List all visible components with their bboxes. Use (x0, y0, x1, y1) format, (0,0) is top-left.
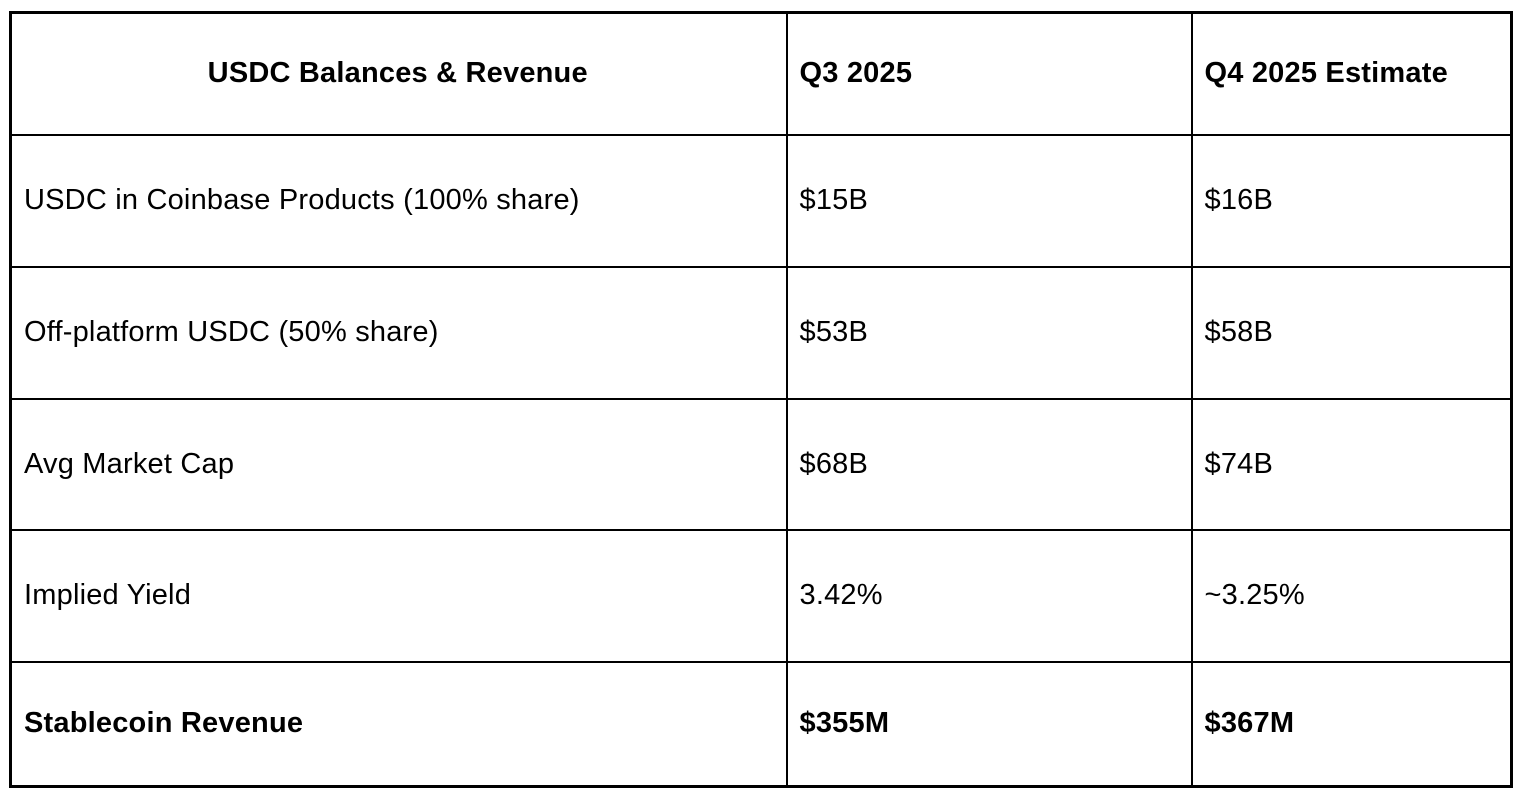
table-row: Avg Market Cap $68B $74B (9, 397, 1513, 531)
q4-value-cell: $58B (1190, 265, 1513, 400)
row-label-cell: Avg Market Cap (9, 397, 788, 531)
q3-value-cell: $53B (785, 265, 1193, 400)
q3-value-cell: $68B (785, 397, 1193, 531)
q4-value-cell: $367M (1190, 660, 1513, 788)
header-cell-title: USDC Balances & Revenue (9, 11, 788, 136)
usdc-balances-revenue-table: USDC Balances & Revenue Q3 2025 Q4 2025 … (9, 11, 1513, 788)
q3-value-cell: 3.42% (785, 528, 1193, 663)
q3-value-cell: $15B (785, 133, 1193, 268)
row-label-cell: Stablecoin Revenue (9, 660, 788, 788)
table-header-row: USDC Balances & Revenue Q3 2025 Q4 2025 … (9, 11, 1513, 136)
table-row-stablecoin-revenue: Stablecoin Revenue $355M $367M (9, 660, 1513, 788)
q4-value-cell: $16B (1190, 133, 1513, 268)
q4-value-cell: $74B (1190, 397, 1513, 531)
q4-value-cell: ~3.25% (1190, 528, 1513, 663)
row-label-cell: USDC in Coinbase Products (100% share) (9, 133, 788, 268)
header-cell-q3-2025: Q3 2025 (785, 11, 1193, 136)
q3-value-cell: $355M (785, 660, 1193, 788)
row-label-cell: Implied Yield (9, 528, 788, 663)
table-row: Implied Yield 3.42% ~3.25% (9, 528, 1513, 663)
row-label-cell: Off-platform USDC (50% share) (9, 265, 788, 400)
table-row: Off-platform USDC (50% share) $53B $58B (9, 265, 1513, 400)
header-cell-q4-2025-estimate: Q4 2025 Estimate (1190, 11, 1513, 136)
table-row: USDC in Coinbase Products (100% share) $… (9, 133, 1513, 268)
